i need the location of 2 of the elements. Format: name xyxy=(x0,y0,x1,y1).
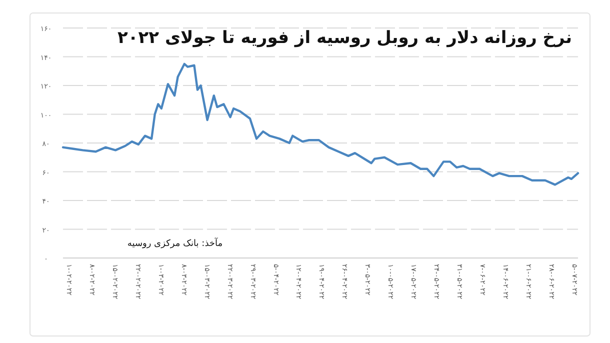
chart-title: نرخ روزانه دلار به روبل روسیه از فوریه تا جولای ۲۰۲۲ xyxy=(118,28,572,48)
annotation: مآخذ: بانک مرکزی روسیه xyxy=(127,237,223,249)
